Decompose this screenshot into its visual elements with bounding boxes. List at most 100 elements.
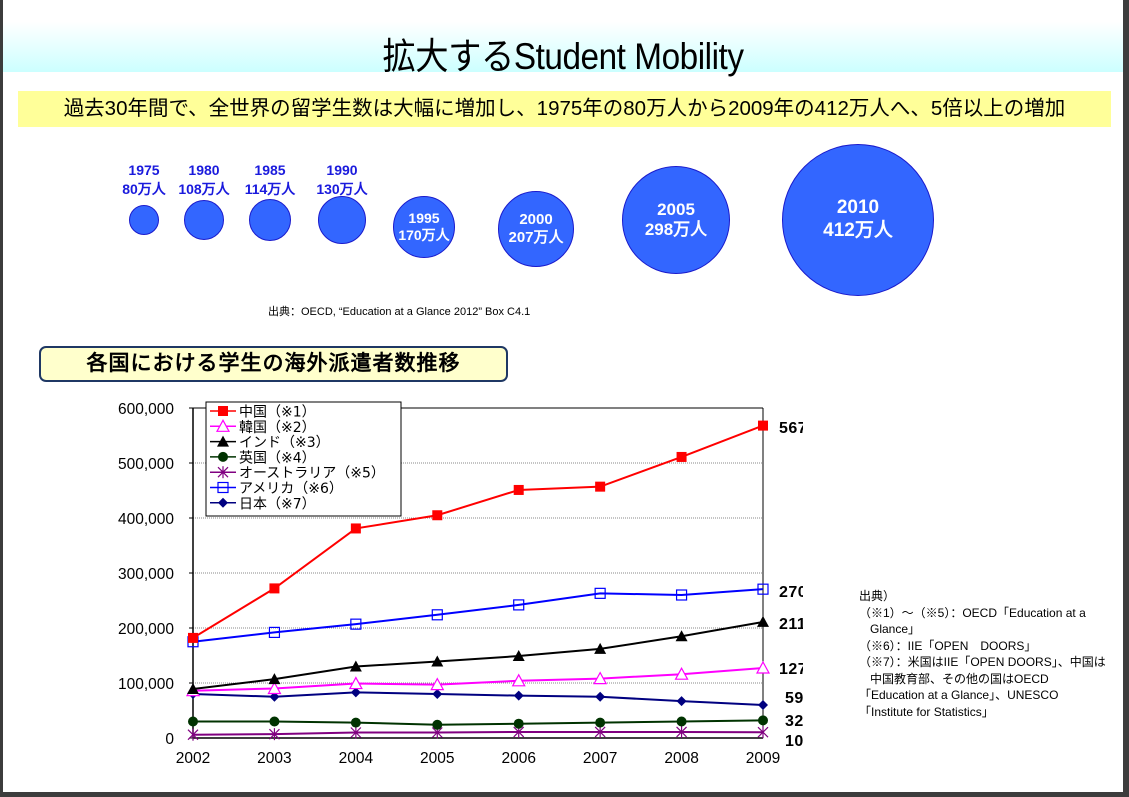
bubble-value: 412万人 <box>823 220 893 241</box>
data-point <box>431 655 444 667</box>
data-point <box>595 717 606 728</box>
bubble-value: 207万人 <box>508 229 564 246</box>
data-point <box>513 718 524 729</box>
data-point <box>513 690 524 701</box>
x-tick-label: 2005 <box>420 750 454 767</box>
data-point <box>269 583 280 594</box>
notes-line: 「Institute for Statistics」 <box>859 704 994 719</box>
page-title: 拡大するStudent Mobility <box>382 36 744 77</box>
data-point <box>755 660 771 674</box>
data-point <box>511 673 526 687</box>
data-point <box>267 681 282 695</box>
data-point <box>432 719 443 730</box>
end-value-label: 270,604 <box>779 584 803 601</box>
y-tick-label: 600,000 <box>118 401 174 418</box>
data-point <box>350 726 362 739</box>
y-tick-label: 0 <box>165 731 174 748</box>
data-point <box>350 618 362 630</box>
data-point <box>349 660 362 672</box>
data-point <box>758 420 768 431</box>
bubble-2005: 2005 298万人 <box>622 166 730 274</box>
x-tick-label: 2008 <box>664 750 698 767</box>
data-point <box>350 523 361 534</box>
notes-line: （※7）：米国はIIE「OPEN DOORS」、中国は <box>859 655 1106 669</box>
legend-marker <box>217 466 229 479</box>
data-point <box>187 728 199 741</box>
data-point <box>188 716 198 727</box>
bubble-1995: 1995 170万人 <box>393 196 455 258</box>
bubble-year: 2010 <box>836 197 880 219</box>
notes-line: 「Education at a Glance」、UNESCO <box>859 688 1059 702</box>
title-band <box>3 0 1123 72</box>
data-point <box>676 725 687 738</box>
legend-marker <box>217 435 229 447</box>
subtitle-banner: 過去30年間で、全世界の留学生数は大幅に増加し、1975年の80万人から2009… <box>18 91 1111 127</box>
end-value-label: 127,291 <box>779 661 803 678</box>
bubble-year: 1975 <box>128 162 160 178</box>
series-line <box>192 620 764 691</box>
x-tick-label: 2004 <box>339 750 374 767</box>
series-line <box>192 730 764 736</box>
bubble-label: 1990 130万人 <box>302 161 382 199</box>
data-point <box>188 632 198 643</box>
bubble-2000: 2000 207万人 <box>498 191 574 267</box>
bubble-label: 1980 108万人 <box>164 161 244 199</box>
data-point <box>431 609 443 621</box>
data-point <box>430 677 445 691</box>
data-point <box>348 676 363 690</box>
data-point <box>757 615 769 627</box>
data-point <box>757 726 769 739</box>
data-point <box>594 642 607 654</box>
section-header: 各国における学生の海外派遣者数推移 <box>39 346 508 382</box>
bubble-value: 130万人 <box>316 181 368 197</box>
data-point <box>350 717 361 728</box>
bubble-label: 1975 80万人 <box>104 161 184 199</box>
y-tick-label: 400,000 <box>118 511 174 528</box>
notes-line: 中国教育部、その他の国はOECD <box>870 671 1049 686</box>
data-point <box>350 687 361 698</box>
data-point <box>676 696 687 707</box>
bubble-year: 2005 <box>657 199 695 219</box>
slide-page: 拡大するStudent Mobility 過去30年間で、全世界の留学生数は大幅… <box>3 0 1123 792</box>
data-point <box>269 728 280 741</box>
data-point <box>513 599 525 611</box>
bubble-1980 <box>184 200 224 240</box>
bubble-value: 114万人 <box>244 181 296 197</box>
bubble-source: 出典：OECD, “Education at a Glance 2012” Bo… <box>268 306 531 318</box>
bubble-2010: 2010 412万人 <box>782 144 934 296</box>
data-point <box>593 671 608 685</box>
series-line <box>192 424 764 639</box>
bubble-year: 1990 <box>326 162 358 178</box>
end-value-label: 567,982 <box>779 420 803 437</box>
data-point <box>757 583 769 595</box>
series-line <box>193 719 764 726</box>
legend-item: 日本（※7） <box>239 496 316 512</box>
legend-item: 中国（※1） <box>239 405 316 421</box>
data-point <box>675 589 688 601</box>
legend-item: 韓国（※2） <box>239 420 316 436</box>
legend-box <box>205 401 402 517</box>
legend-item: 英国（※4） <box>239 449 316 466</box>
data-point <box>676 451 687 462</box>
data-point <box>595 691 606 702</box>
end-value-label: 211,038 <box>779 616 803 633</box>
bubble-year: 1980 <box>188 162 220 178</box>
x-tick-label: 2002 <box>176 750 210 767</box>
data-point <box>268 626 281 638</box>
data-point <box>675 630 688 642</box>
legend-marker <box>217 481 229 494</box>
notes-line: （※1）～（※5）：OECD「Education at a <box>859 605 1086 620</box>
bubble-1985 <box>249 199 291 241</box>
series-line <box>192 588 764 643</box>
data-point <box>268 673 281 685</box>
data-point <box>676 716 687 727</box>
data-point <box>432 689 443 699</box>
line-chart: 0 100,000 200,000 300,000 400,000 500,000 600,… <box>118 401 803 767</box>
data-point <box>594 725 606 738</box>
y-tick-label: 100,000 <box>118 676 174 693</box>
x-tick-label: 2006 <box>501 750 535 767</box>
legend-marker <box>215 419 231 432</box>
bubble-year: 1995 <box>408 210 440 227</box>
data-point <box>513 484 524 495</box>
end-value-label: 32,048 <box>785 713 803 730</box>
